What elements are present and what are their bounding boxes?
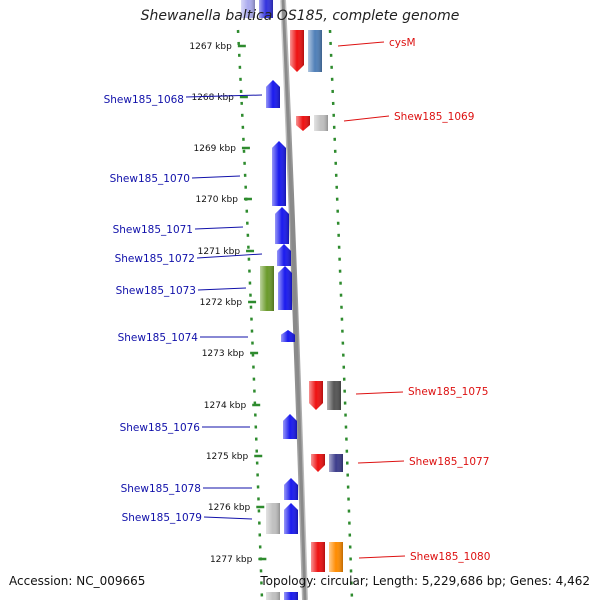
label-connector xyxy=(197,287,247,291)
shew185-1077-gene[interactable] xyxy=(311,454,325,472)
label-connector xyxy=(337,41,385,47)
label-connector xyxy=(358,555,406,559)
forward-gene[interactable] xyxy=(284,592,298,600)
gene-labels: Shew185_1068 Shew185_1070 Shew185_1071 Shew… xyxy=(104,37,491,563)
shew185-1075-gene[interactable] xyxy=(309,381,323,410)
forward-gene[interactable] xyxy=(259,0,273,18)
gene-label[interactable]: Shew185_1075 xyxy=(408,386,488,398)
gene-label[interactable]: Shew185_1069 xyxy=(394,111,474,123)
gene-label[interactable]: Shew185_1072 xyxy=(115,253,195,265)
shew185-1074-gene[interactable] xyxy=(281,330,295,342)
shew185-1077-partner[interactable] xyxy=(329,454,343,472)
gene-label[interactable]: Shew185_1076 xyxy=(120,422,201,434)
gene-features xyxy=(241,0,343,600)
shew185-1079-gene[interactable] xyxy=(284,503,298,534)
ruler-ticks: 1267 kbp 1268 kbp 1269 kbp 1270 kbp 1271 kbp… xyxy=(189,42,267,565)
gene-label[interactable]: cysM xyxy=(389,37,416,49)
label-connector xyxy=(185,94,263,98)
shew185-1078-gene[interactable] xyxy=(284,478,298,500)
shew185-1073-forward[interactable] xyxy=(278,266,292,310)
gene-label[interactable]: Shew185_1071 xyxy=(113,224,193,236)
genome-backbone-core xyxy=(281,0,307,600)
ruler-tick-label: 1277 kbp xyxy=(210,555,253,565)
shew185-1071-gene[interactable] xyxy=(275,207,289,244)
shew185-1069-gene[interactable] xyxy=(296,116,310,131)
shew185-1068-gene[interactable] xyxy=(266,80,280,108)
forward-gene[interactable] xyxy=(266,592,280,600)
shew185-1073-gene[interactable] xyxy=(260,266,274,311)
cysM-gene[interactable] xyxy=(290,30,304,72)
right-ruler-dots xyxy=(328,29,354,600)
gene-label[interactable]: Shew185_1079 xyxy=(122,512,202,524)
left-ruler-dots xyxy=(236,29,264,600)
shew185-1079-partner[interactable] xyxy=(266,503,280,534)
gene-label[interactable]: Shew185_1078 xyxy=(121,483,201,495)
ruler-tick-label: 1275 kbp xyxy=(206,452,249,462)
gene-label[interactable]: Shew185_1074 xyxy=(118,332,199,344)
gene-label[interactable]: Shew185_1070 xyxy=(110,173,190,185)
label-connector xyxy=(194,226,244,230)
label-connector xyxy=(203,516,253,520)
gene-label[interactable]: Shew185_1068 xyxy=(104,94,184,106)
label-connector xyxy=(357,460,405,464)
label-connector xyxy=(343,115,390,122)
gene-label[interactable]: Shew185_1077 xyxy=(409,456,489,468)
ruler-tick-label: 1271 kbp xyxy=(198,247,241,257)
topology-summary: Topology: circular; Length: 5,229,686 bp… xyxy=(260,574,590,588)
shew185-1080-partner[interactable] xyxy=(329,542,343,572)
forward-gene[interactable] xyxy=(241,0,255,18)
ruler-tick-label: 1270 kbp xyxy=(196,195,239,205)
ruler-tick-label: 1268 kbp xyxy=(191,93,234,103)
label-connector xyxy=(196,253,263,259)
cysM-partner[interactable] xyxy=(308,30,322,72)
shew185-1072-gene[interactable] xyxy=(277,244,291,266)
label-connector xyxy=(191,175,241,179)
gene-label[interactable]: Shew185_1073 xyxy=(116,285,196,297)
ruler-tick-label: 1272 kbp xyxy=(200,298,243,308)
shew185-1080-gene[interactable] xyxy=(311,542,325,572)
gene-label[interactable]: Shew185_1080 xyxy=(410,551,490,563)
shew185-1076-gene[interactable] xyxy=(283,414,297,439)
ruler-tick-label: 1274 kbp xyxy=(204,401,247,411)
map-title: Shewanella baltica OS185, complete genom… xyxy=(140,8,460,24)
shew185-1069-partner[interactable] xyxy=(314,115,328,131)
ruler-tick-label: 1267 kbp xyxy=(189,42,232,52)
accession-text: Accession: NC_009665 xyxy=(9,574,146,588)
ruler-tick-label: 1273 kbp xyxy=(202,349,245,359)
ruler-tick-label: 1276 kbp xyxy=(208,503,251,513)
shew185-1075-partner[interactable] xyxy=(327,381,341,410)
ruler-tick-label: 1269 kbp xyxy=(194,144,237,154)
label-connector xyxy=(355,391,404,395)
shew185-1070-gene[interactable] xyxy=(272,141,286,206)
